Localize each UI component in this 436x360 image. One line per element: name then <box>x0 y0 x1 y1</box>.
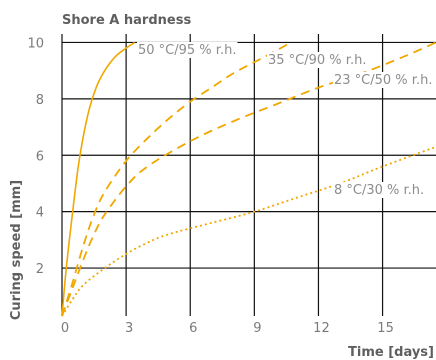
y-tick-label-2: 6 <box>36 149 44 164</box>
x-tick-label-2: 6 <box>189 321 197 336</box>
y-tick-label-0: 2 <box>36 262 44 277</box>
x-tick-label-0: 0 <box>61 321 69 336</box>
x-tick-label-4: 12 <box>313 321 330 336</box>
series-line-1 <box>61 41 292 317</box>
y-tick-label-1: 4 <box>36 206 44 221</box>
series-label-bg-3 <box>333 182 426 198</box>
series-label-bg-2 <box>333 72 434 88</box>
y-axis-title: Curing speed [mm] <box>9 180 24 320</box>
y-tick-labels: 2 4 6 8 10 <box>27 36 44 277</box>
x-axis-title: Time [days] <box>348 345 434 360</box>
x-tick-labels: 0 3 6 9 12 15 <box>61 321 394 336</box>
series-label-3: 8 °C/30 % r.h. <box>334 183 424 198</box>
series-label-bg-1 <box>267 52 368 68</box>
series-line-0 <box>61 41 136 317</box>
y-tick-label-3: 8 <box>36 93 44 108</box>
series-label-bg-0 <box>137 42 238 58</box>
y-tick-label-4: 10 <box>27 36 44 51</box>
x-tick-label-5: 15 <box>377 321 394 336</box>
series-labels: 50 °C/95 % r.h. 35 °C/90 % r.h. 23 °C/50 %… <box>137 42 434 198</box>
chart-title: Shore A hardness <box>62 13 191 28</box>
x-tick-label-3: 9 <box>253 321 261 336</box>
series-line-2 <box>61 41 436 317</box>
series-label-1: 35 °C/90 % r.h. <box>268 53 366 68</box>
chart-grid <box>61 34 436 316</box>
series-label-2: 23 °C/50 % r.h. <box>334 73 432 88</box>
x-tick-label-1: 3 <box>125 321 133 336</box>
series-label-0: 50 °C/95 % r.h. <box>138 43 236 58</box>
